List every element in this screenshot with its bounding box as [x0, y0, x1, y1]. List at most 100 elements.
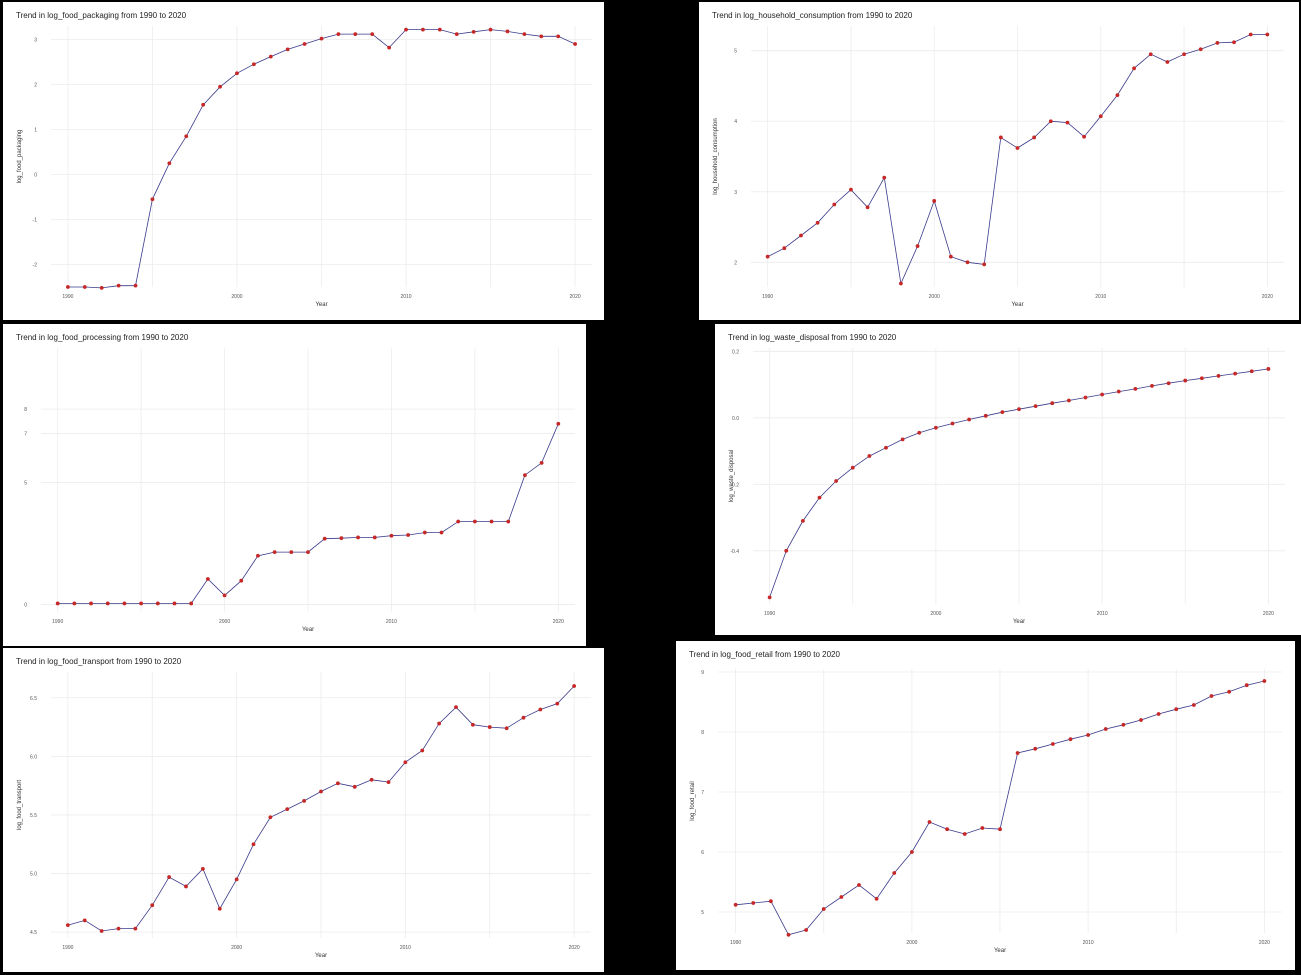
data-point	[235, 71, 239, 76]
data-point	[1209, 694, 1214, 698]
chart-waste: Trend in log_waste_disposal from 1990 to…	[728, 333, 1285, 625]
data-point	[289, 550, 294, 555]
data-point	[306, 550, 310, 555]
x-axis-label: Year	[1013, 619, 1025, 625]
y-tick-label: 0	[24, 603, 27, 609]
chart-packaging: Trend in log_food_packaging from 1990 to…	[16, 11, 592, 308]
data-point	[389, 533, 394, 538]
data-point	[1198, 47, 1203, 52]
data-point	[268, 54, 273, 59]
data-point	[821, 907, 826, 911]
data-point	[948, 254, 953, 259]
data-point	[1244, 683, 1249, 688]
data-point	[892, 871, 897, 875]
x-tick-label: 2010	[400, 294, 411, 300]
data-point	[927, 820, 932, 824]
data-point	[116, 926, 121, 931]
y-tick-label: 6.0	[30, 754, 37, 760]
data-point	[99, 286, 104, 290]
data-point	[768, 899, 773, 904]
data-point	[1048, 119, 1053, 124]
data-point	[786, 932, 791, 937]
data-point	[421, 27, 425, 32]
data-point	[372, 535, 377, 540]
data-point	[804, 928, 809, 932]
data-point	[1066, 398, 1071, 403]
x-tick-label: 2020	[1263, 611, 1274, 617]
y-tick-label: -2	[33, 263, 38, 269]
data-point	[751, 901, 756, 905]
data-point	[1248, 32, 1253, 37]
x-tick-label: 2010	[1095, 294, 1106, 300]
data-point	[1182, 52, 1186, 57]
y-tick-label: 7	[701, 790, 704, 796]
data-point	[998, 135, 1003, 140]
data-point	[256, 553, 260, 558]
data-point	[1068, 737, 1073, 742]
data-point	[933, 425, 938, 430]
data-point	[539, 460, 544, 465]
data-point	[1215, 41, 1220, 45]
data-point	[917, 430, 922, 435]
data-point	[1249, 369, 1254, 374]
data-point	[205, 577, 210, 581]
data-point	[865, 205, 870, 210]
data-point	[172, 601, 177, 606]
x-axis-label: Year	[1011, 302, 1023, 308]
data-point	[99, 929, 104, 933]
data-point	[1216, 374, 1221, 378]
data-point	[285, 47, 290, 52]
data-point	[1132, 66, 1136, 71]
data-point	[523, 473, 527, 478]
data-point	[1156, 712, 1161, 716]
data-point	[404, 27, 408, 32]
chart-title: Trend in log_food_retail from 1990 to 20…	[689, 650, 840, 659]
data-point	[189, 601, 194, 606]
data-point	[1121, 722, 1126, 727]
data-point	[489, 519, 494, 524]
data-point	[573, 42, 577, 46]
y-tick-label: 5	[701, 910, 704, 916]
x-tick-label: 1990	[52, 619, 63, 625]
data-point	[322, 536, 327, 541]
data-point	[1115, 93, 1120, 98]
data-point	[1165, 60, 1170, 64]
y-tick-label: 5	[734, 49, 737, 55]
data-point	[965, 260, 970, 265]
x-tick-label: 2020	[1262, 294, 1273, 300]
data-point	[251, 62, 256, 67]
data-point	[82, 918, 87, 923]
data-point	[167, 875, 172, 879]
data-point	[815, 220, 820, 225]
data-point	[471, 29, 476, 34]
y-tick-label: 6	[701, 850, 704, 856]
data-point	[1150, 384, 1154, 388]
data-point	[555, 701, 560, 706]
data-point	[272, 550, 277, 555]
data-point	[470, 722, 475, 727]
data-point	[302, 798, 307, 803]
x-tick-label: 2020	[570, 294, 581, 300]
data-point	[784, 548, 789, 553]
data-point	[539, 34, 544, 39]
data-point	[765, 254, 770, 259]
panel-packaging: Trend in log_food_packaging from 1990 to…	[3, 2, 604, 320]
y-tick-label: 9	[701, 670, 704, 676]
data-point	[319, 36, 324, 41]
data-point	[356, 535, 360, 540]
data-point	[1083, 395, 1088, 400]
data-point	[336, 32, 341, 36]
y-axis-label: log_food_packaging	[17, 130, 23, 184]
data-point	[521, 715, 526, 720]
data-point	[184, 884, 188, 889]
data-point	[874, 896, 879, 901]
data-point	[133, 283, 138, 288]
data-point	[767, 595, 772, 600]
data-point	[1050, 742, 1055, 746]
data-point	[420, 748, 425, 753]
data-point	[222, 593, 227, 598]
y-axis-label: log_household_consumption	[713, 118, 719, 194]
data-point	[1103, 727, 1108, 731]
data-point	[302, 42, 307, 46]
y-tick-label: 0.0	[732, 416, 739, 422]
